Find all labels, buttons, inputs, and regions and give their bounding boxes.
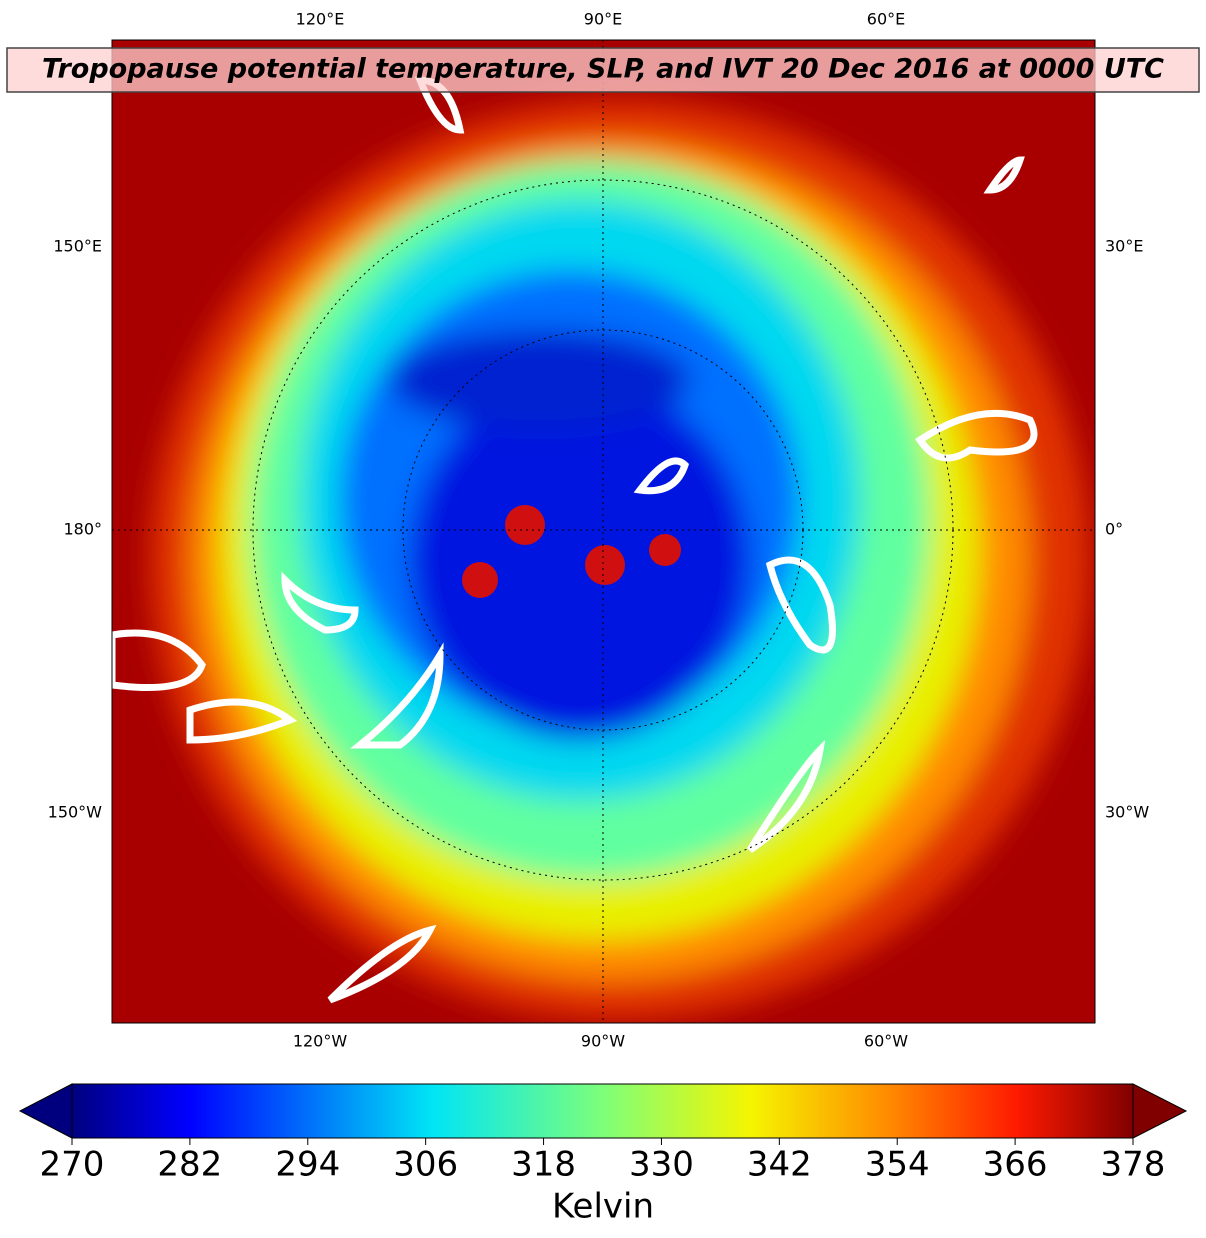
colorbar-tick-label: 294 xyxy=(275,1145,340,1185)
colorbar-tick-label: 282 xyxy=(157,1145,222,1185)
lon-label: 60°E xyxy=(867,10,905,29)
lon-label: 150°E xyxy=(53,237,102,256)
colorbar-extend-low xyxy=(18,1083,73,1139)
lon-label: 30°E xyxy=(1105,237,1143,256)
colorbar-label: Kelvin xyxy=(552,1187,654,1227)
colorbar-tick-label: 366 xyxy=(983,1145,1048,1185)
lon-label: 90°E xyxy=(584,10,622,29)
colorbar-tick-label: 354 xyxy=(865,1145,930,1185)
colorbar xyxy=(18,1083,1188,1139)
low-centres xyxy=(462,505,681,598)
lon-label: 90°W xyxy=(581,1032,625,1051)
ivt-contours xyxy=(112,76,1038,1004)
colorbar-extend-high xyxy=(1132,1083,1188,1139)
map xyxy=(112,40,1095,1023)
colorbar-tick-label: 330 xyxy=(629,1145,694,1185)
colorbar-tick-label: 306 xyxy=(393,1145,458,1185)
lon-label: 30°W xyxy=(1105,803,1149,822)
map-frame xyxy=(111,39,1096,1024)
lon-label: 0° xyxy=(1105,520,1123,539)
colorbar-tick-label: 318 xyxy=(511,1145,576,1185)
colorbar-frame xyxy=(71,1083,1134,1139)
colorbar-tick-label: 342 xyxy=(747,1145,812,1185)
colorbar-tick-label: 378 xyxy=(1101,1145,1166,1185)
lon-label: 60°W xyxy=(864,1032,908,1051)
lon-label: 120°E xyxy=(296,10,345,29)
lon-label: 150°W xyxy=(48,803,103,822)
colorbar-body xyxy=(72,1084,1133,1138)
lon-label: 180° xyxy=(63,520,102,539)
colorbar-tick-label: 270 xyxy=(40,1145,105,1185)
title-box xyxy=(6,47,1200,93)
title: Tropopause potential temperature, SLP, a… xyxy=(42,54,1164,85)
lon-label: 120°W xyxy=(293,1032,348,1051)
